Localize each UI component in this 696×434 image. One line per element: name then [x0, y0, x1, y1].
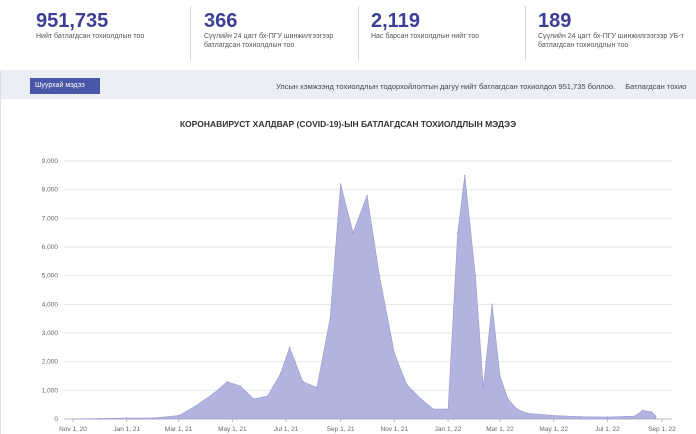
- data-point: [650, 411, 653, 413]
- data-point: [352, 231, 354, 234]
- x-tick-label: Nov 1, 20: [59, 426, 87, 433]
- data-point: [474, 274, 477, 277]
- y-tick-label: 1,000: [42, 387, 59, 394]
- data-point: [339, 183, 342, 185]
- stat-label: Сүүлийн 24 цагт бх-ПГУ шинжилгээгээр УБ-…: [538, 33, 684, 49]
- data-point: [316, 386, 318, 389]
- data-point: [464, 174, 466, 177]
- x-tick-label: Mar 1, 22: [486, 426, 514, 433]
- data-point: [447, 408, 449, 410]
- y-tick-label: 6,000: [42, 244, 59, 251]
- news-ticker-text[interactable]: Улсын хэмжээнд тохиолдлын тодорхойлолтын…: [276, 82, 686, 91]
- chart-title: КОРОНАВИРУСТ ХАЛДВАР (COVID-19)-ЫН БАТЛА…: [179, 119, 517, 129]
- data-point: [405, 383, 408, 386]
- data-point: [507, 398, 509, 400]
- data-point: [456, 231, 459, 234]
- chart-x-axis: Nov 1, 20 Jan 1, 21 Mar 1, 21 May 1, 21 Jul …: [59, 419, 676, 433]
- stats-bar: 951,735 Нийт батлагдсан тохиолдлын тоо 3…: [0, 0, 696, 70]
- data-point: [366, 194, 368, 197]
- data-point: [239, 385, 242, 387]
- page-border: [0, 70, 1, 434]
- y-tick-label: 3,000: [42, 330, 59, 337]
- y-tick-label: 2,000: [42, 359, 59, 366]
- divider: [525, 6, 526, 60]
- x-tick-label: Sep 1, 22: [648, 426, 676, 433]
- y-tick-label: 8,000: [42, 187, 59, 194]
- stat-label: Сүүлийн 24 цагт бх-ПГУ шинжилгээгээр батл…: [204, 33, 334, 49]
- data-point: [393, 352, 396, 354]
- data-point: [491, 303, 493, 306]
- data-point: [226, 380, 228, 383]
- data-point: [266, 395, 269, 397]
- data-point: [606, 416, 609, 418]
- stat-value: 366: [204, 10, 238, 32]
- stat-label: Нийт батлагдсан тохиолдлын тоо: [36, 33, 145, 40]
- data-point: [526, 412, 529, 415]
- data-point: [288, 346, 291, 349]
- data-point: [302, 380, 304, 383]
- data-point: [432, 408, 434, 410]
- data-point: [378, 274, 381, 277]
- data-point: [655, 415, 657, 417]
- data-point: [280, 372, 282, 374]
- data-point: [177, 414, 180, 417]
- chart-area-series: [72, 174, 657, 420]
- data-point: [213, 392, 215, 395]
- stat-value: 951,735: [36, 10, 109, 32]
- y-tick-label: 0: [54, 416, 58, 423]
- data-point: [98, 417, 101, 420]
- data-point: [499, 375, 501, 377]
- ticker-item[interactable]: Улсын хэмжээнд тохиолдлын тодорхойлолтын…: [276, 82, 616, 91]
- x-tick-label: Jul 1, 21: [274, 426, 299, 433]
- data-point: [641, 409, 644, 412]
- stat-label: Нас барсан тохиолдлын нийт тоо: [371, 33, 480, 40]
- stat-value: 189: [538, 10, 572, 32]
- x-tick-label: Jan 1, 22: [435, 426, 462, 433]
- divider: [190, 6, 191, 60]
- data-point: [125, 417, 128, 419]
- data-point: [552, 414, 555, 417]
- data-point: [329, 317, 331, 320]
- x-tick-label: Jul 1, 22: [595, 426, 620, 433]
- data-point: [252, 398, 255, 400]
- x-tick-label: Jan 1, 21: [113, 426, 140, 433]
- x-tick-label: May 1, 21: [218, 426, 247, 433]
- y-tick-label: 4,000: [42, 301, 59, 308]
- x-tick-label: Sep 1, 21: [327, 426, 355, 433]
- data-point: [515, 408, 518, 410]
- data-point: [580, 415, 582, 418]
- x-tick-label: May 1, 22: [539, 426, 568, 433]
- breaking-news-tag[interactable]: Шуурхай мэдээ: [30, 78, 100, 94]
- y-tick-label: 5,000: [42, 273, 59, 280]
- divider: [358, 6, 359, 60]
- stat-value: 2,119: [371, 10, 420, 32]
- data-point: [153, 417, 155, 419]
- y-tick-label: 9,000: [42, 158, 59, 165]
- data-point: [482, 386, 485, 389]
- data-point: [633, 415, 636, 417]
- x-tick-label: Mar 1, 21: [165, 426, 193, 433]
- ticker-item[interactable]: Батлагдсан тохио: [625, 82, 687, 91]
- news-ticker-bar: [0, 70, 696, 99]
- data-point: [194, 405, 197, 407]
- chart-y-axis: 0 1,000 2,000 3,000 4,000 5,000 6,000 7,000 8,00…: [42, 158, 59, 423]
- cases-area: [72, 175, 657, 420]
- y-tick-label: 7,000: [42, 215, 59, 222]
- data-point: [420, 398, 422, 400]
- x-tick-label: Nov 1, 21: [380, 426, 408, 433]
